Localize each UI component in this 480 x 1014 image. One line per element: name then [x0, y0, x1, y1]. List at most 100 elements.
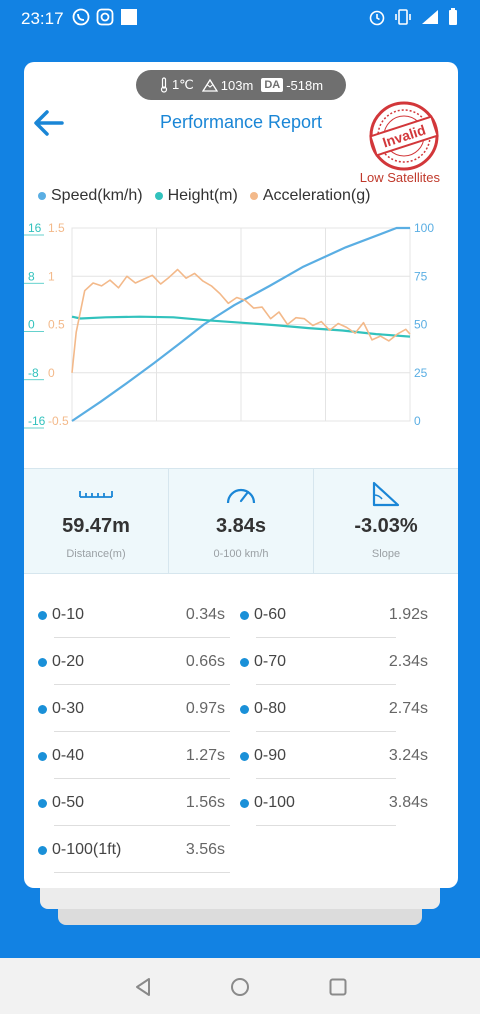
split-divider: [256, 637, 396, 638]
split-item: 0-10 0.34s: [24, 592, 230, 638]
weather-pill: 1℃ 103m DA -518m: [136, 70, 346, 100]
split-divider: [54, 778, 230, 779]
tick-label: 1.5: [48, 221, 65, 235]
split-time: 1.92s: [388, 606, 428, 623]
split-time: 3.56s: [185, 841, 225, 858]
stat-acceleration-time: 3.84s 0-100 km/h: [169, 469, 314, 573]
split-time: 2.34s: [388, 653, 428, 670]
altitude-value: 103m: [220, 77, 254, 93]
split-time: 0.97s: [185, 700, 225, 717]
stats-panel: 59.47m Distance(m) 3.84s 0-100 km/h -3.0…: [24, 468, 458, 574]
stat-slope-label: Slope: [371, 548, 401, 560]
speed-line: [71, 226, 410, 422]
stat-slope-value: -3.03%: [354, 515, 418, 537]
ruler-icon: [79, 491, 113, 498]
temperature-item: 1℃: [159, 77, 194, 93]
legend-dot: [154, 192, 163, 200]
split-range: 0-80: [254, 700, 287, 717]
stat-acceleration-time-value: 3.84s: [215, 515, 267, 537]
chart-lines: [71, 226, 411, 422]
density-altitude-value: -518m: [286, 77, 324, 93]
back-triangle-icon[interactable]: [132, 976, 154, 998]
split-dot: [38, 846, 47, 855]
split-range: 0-40: [52, 747, 85, 764]
status-bar: 23:17: [0, 0, 480, 36]
split-divider: [54, 825, 230, 826]
signal-4g-icon: [422, 10, 438, 24]
altitude-item: 103m: [201, 77, 254, 93]
stat-distance-label: Distance(m): [66, 548, 126, 560]
legend-label: Acceleration(g): [262, 187, 371, 204]
speedometer-icon: [226, 488, 256, 504]
tick-label: -0.5: [48, 414, 69, 428]
tick-label: 1: [48, 269, 55, 283]
thermometer-icon: [160, 77, 168, 93]
stat-slope: -3.03% Slope: [314, 469, 458, 573]
performance-chart: 16 8 0 -8 -16 1.5 1 0.5 0 -0.5 100 75 50 25 0: [24, 221, 434, 429]
stamp-note: Low Satellites: [359, 170, 440, 185]
tick-label: -8: [28, 366, 39, 380]
home-circle-icon[interactable]: [229, 976, 251, 998]
split-range: 0-100: [254, 794, 295, 811]
alarm-icon: [369, 10, 385, 26]
split-divider: [54, 872, 230, 873]
back-arrow-icon[interactable]: [32, 108, 66, 138]
legend-item-acceleration: Acceleration(g): [249, 187, 371, 205]
chart-ticks: 16 8 0 -8 -16 1.5 1 0.5 0 -0.5 100 75 50 25 0: [24, 221, 434, 429]
split-range: 0-100(1ft): [52, 841, 122, 858]
split-time: 3.24s: [388, 747, 428, 764]
split-range: 0-30: [52, 700, 85, 717]
split-dot: [38, 658, 47, 667]
chart-legend: Speed(km/h) Height(m) Acceleration(g): [38, 187, 448, 205]
viber-icon: [72, 8, 90, 26]
split-item: 0-90 3.24s: [226, 733, 428, 779]
density-altitude-item: DA -518m: [261, 78, 323, 93]
slope-icon: [372, 481, 400, 507]
split-divider: [256, 684, 396, 685]
height-line: [71, 315, 411, 338]
acceleration-line: [71, 268, 411, 373]
split-item: 0-30 0.97s: [24, 686, 230, 732]
split-time: 0.66s: [185, 653, 225, 670]
notification-square-icon: [121, 9, 137, 25]
split-range: 0-50: [52, 794, 85, 811]
split-item: 0-20 0.66s: [24, 639, 230, 685]
split-dot: [240, 705, 249, 714]
invalid-stamp: Invalid: [369, 101, 439, 171]
split-time: 1.56s: [185, 794, 225, 811]
split-dot: [38, 705, 47, 714]
battery-icon: [449, 8, 457, 25]
split-range: 0-60: [254, 606, 287, 623]
card-stack-shadow-1: [40, 885, 440, 909]
stat-acceleration-time-label: 0-100 km/h: [213, 548, 269, 560]
split-item: 0-100(1ft) 3.56s: [24, 827, 230, 873]
split-item: 0-70 2.34s: [226, 639, 428, 685]
stat-distance-value: 59.47m: [62, 515, 130, 537]
tick-label: 75: [414, 269, 428, 283]
da-badge: DA: [261, 78, 284, 92]
split-time: 3.84s: [388, 794, 428, 811]
split-range: 0-70: [254, 653, 287, 670]
split-range: 0-90: [254, 747, 287, 764]
split-item: 0-80 2.74s: [226, 686, 428, 732]
stat-distance: 59.47m Distance(m): [24, 469, 169, 573]
split-item: 0-40 1.27s: [24, 733, 230, 779]
split-time: 0.34s: [185, 606, 225, 623]
tick-label: 0: [48, 366, 55, 380]
split-dot: [38, 752, 47, 761]
tick-label: 16: [28, 221, 42, 235]
split-item: 0-50 1.56s: [24, 780, 230, 826]
tick-label: 50: [414, 318, 428, 332]
split-range: 0-20: [52, 653, 85, 670]
split-item: 0-100 3.84s: [226, 780, 428, 826]
tick-label: 8: [28, 269, 35, 283]
split-dot: [240, 658, 249, 667]
legend-item-height: Height(m): [154, 187, 238, 205]
chart-grid: [71, 227, 411, 422]
recents-square-icon[interactable]: [327, 976, 349, 998]
tick-label: 0: [414, 414, 421, 428]
split-divider: [54, 637, 230, 638]
legend-label: Speed(km/h): [51, 187, 143, 204]
legend-item-speed: Speed(km/h): [38, 187, 143, 205]
vibrate-icon: [395, 9, 411, 25]
